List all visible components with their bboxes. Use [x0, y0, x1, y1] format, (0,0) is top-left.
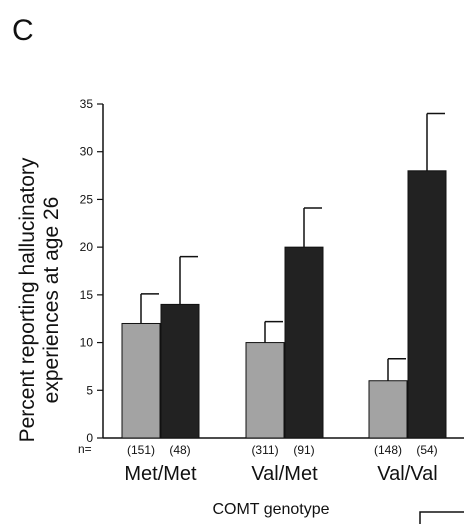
bar-valmet-1: [245, 342, 285, 439]
category-labels: Met/Met Val/Met Val/Val: [124, 463, 437, 485]
panel-label: C: [12, 14, 34, 47]
y-tick-label: 15: [80, 288, 94, 302]
y-tick-label: 0: [86, 431, 93, 445]
category-label: Val/Met: [251, 463, 318, 485]
n-label: (54): [416, 443, 437, 457]
bars: [121, 170, 447, 439]
n-label: (48): [169, 443, 190, 457]
bar-metmet-1: [121, 322, 161, 439]
n-labels: (151) (48) (311) (91) (148) (54): [127, 443, 438, 457]
y-ticks: 0 5 10 15 20 25 30 35: [80, 97, 103, 445]
y-tick-label: 5: [86, 383, 93, 397]
y-axis-title-line-1: Percent reporting hallucinatory: [16, 157, 39, 442]
n-label: (311): [251, 443, 278, 457]
n-label: (151): [127, 443, 155, 457]
y-axis-title-line-2: experiences at age 26: [40, 197, 63, 404]
error-bars: [140, 112, 445, 381]
category-label: Met/Met: [124, 463, 197, 485]
bar-metmet-2: [160, 303, 200, 439]
y-axis-title: Percent reporting hallucinatory experien…: [16, 157, 63, 442]
y-tick-label: 10: [80, 336, 94, 350]
y-tick-label: 20: [80, 240, 94, 254]
cropped-box-corner: [419, 511, 464, 524]
n-prefix: n=: [78, 442, 92, 456]
x-axis-title: COMT genotype: [212, 501, 329, 518]
n-label: (91): [293, 443, 314, 457]
bar-valval-2: [407, 170, 447, 439]
bar-valval-1: [368, 380, 408, 439]
y-tick-label: 35: [80, 97, 94, 111]
category-label: Val/Val: [377, 463, 437, 485]
n-label: (148): [374, 443, 402, 457]
bar-valmet-2: [284, 246, 324, 439]
y-tick-label: 30: [80, 145, 94, 159]
y-tick-label: 25: [80, 192, 94, 206]
